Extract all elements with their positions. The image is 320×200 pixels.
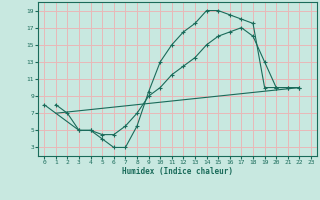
X-axis label: Humidex (Indice chaleur): Humidex (Indice chaleur) bbox=[122, 167, 233, 176]
